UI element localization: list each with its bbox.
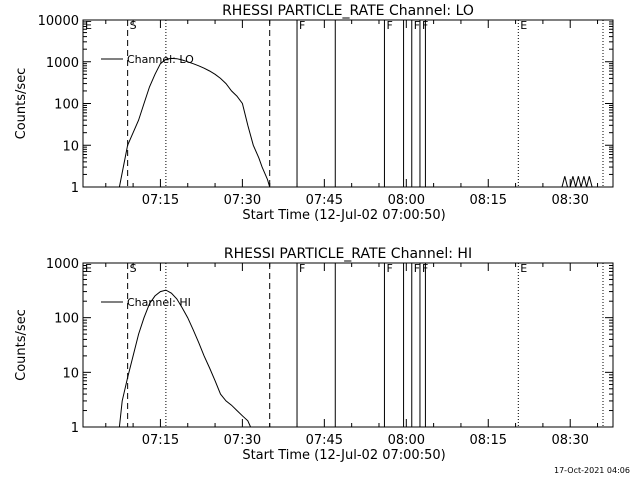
y-tick-label: 1000: [46, 257, 79, 272]
x-tick-label: 07:30: [224, 193, 261, 208]
x-tick-label: 08:15: [470, 193, 507, 208]
series-line: [118, 289, 252, 428]
plot-frame: [82, 19, 614, 188]
legend-label: Channel: HI: [127, 296, 191, 309]
y-tick-label: 10: [62, 366, 79, 381]
y-tick-label: 1: [71, 421, 79, 436]
annotation-label: S: [130, 19, 137, 32]
plot-frame: [82, 262, 614, 428]
x-tick-label: 08:15: [470, 433, 507, 448]
x-tick-label: 07:30: [224, 433, 261, 448]
legend-label: Channel: LO: [127, 53, 194, 66]
x-axis-label: Start Time (12-Jul-02 07:00:50): [242, 448, 445, 463]
y-tick-label: 10000: [38, 14, 79, 29]
annotation-label: F: [414, 262, 420, 275]
x-tick-label: 08:00: [388, 433, 425, 448]
x-tick-label: 08:30: [551, 433, 588, 448]
x-tick-label: 07:15: [142, 433, 179, 448]
y-axis-label: Counts/sec: [14, 68, 29, 140]
series-line: [561, 176, 593, 188]
annotation-label: F: [299, 262, 305, 275]
x-tick-label: 07:45: [306, 193, 343, 208]
x-tick-label: 07:15: [142, 193, 179, 208]
x-tick-label: 07:45: [306, 433, 343, 448]
annotation-label: F: [386, 262, 392, 275]
y-tick-label: 1: [71, 181, 79, 196]
footer-timestamp: 17-Oct-2021 04:06: [554, 466, 630, 475]
x-tick-label: 08:30: [551, 193, 588, 208]
annotation-label: F: [386, 19, 392, 32]
annotation-label: E: [85, 262, 92, 275]
annotation-label: E: [85, 19, 92, 32]
y-tick-label: 100: [54, 98, 79, 113]
annotation-label: F: [414, 19, 420, 32]
chart-panel-hi: RHESSI PARTICLE_RATE Channel: HI 1 10 100 10…: [14, 246, 614, 463]
annotation-label: E: [520, 19, 527, 32]
annotation-label: S: [130, 262, 137, 275]
annotation-label: E: [520, 262, 527, 275]
y-tick-label: 10: [62, 139, 79, 154]
y-tick-label: 1000: [46, 56, 79, 71]
chart-title: RHESSI PARTICLE_RATE Channel: HI: [224, 246, 472, 262]
x-axis-label: Start Time (12-Jul-02 07:00:50): [242, 208, 445, 223]
y-tick-label: 100: [54, 312, 79, 327]
y-axis-label: Counts/sec: [14, 309, 29, 381]
annotation-label: F: [299, 19, 305, 32]
chart-panel-lo: RHESSI PARTICLE_RATE Channel: LO 1 10 100 10…: [14, 3, 614, 223]
chart-title: RHESSI PARTICLE_RATE Channel: LO: [222, 3, 474, 19]
x-tick-label: 08:00: [388, 193, 425, 208]
series-line: [118, 57, 271, 188]
